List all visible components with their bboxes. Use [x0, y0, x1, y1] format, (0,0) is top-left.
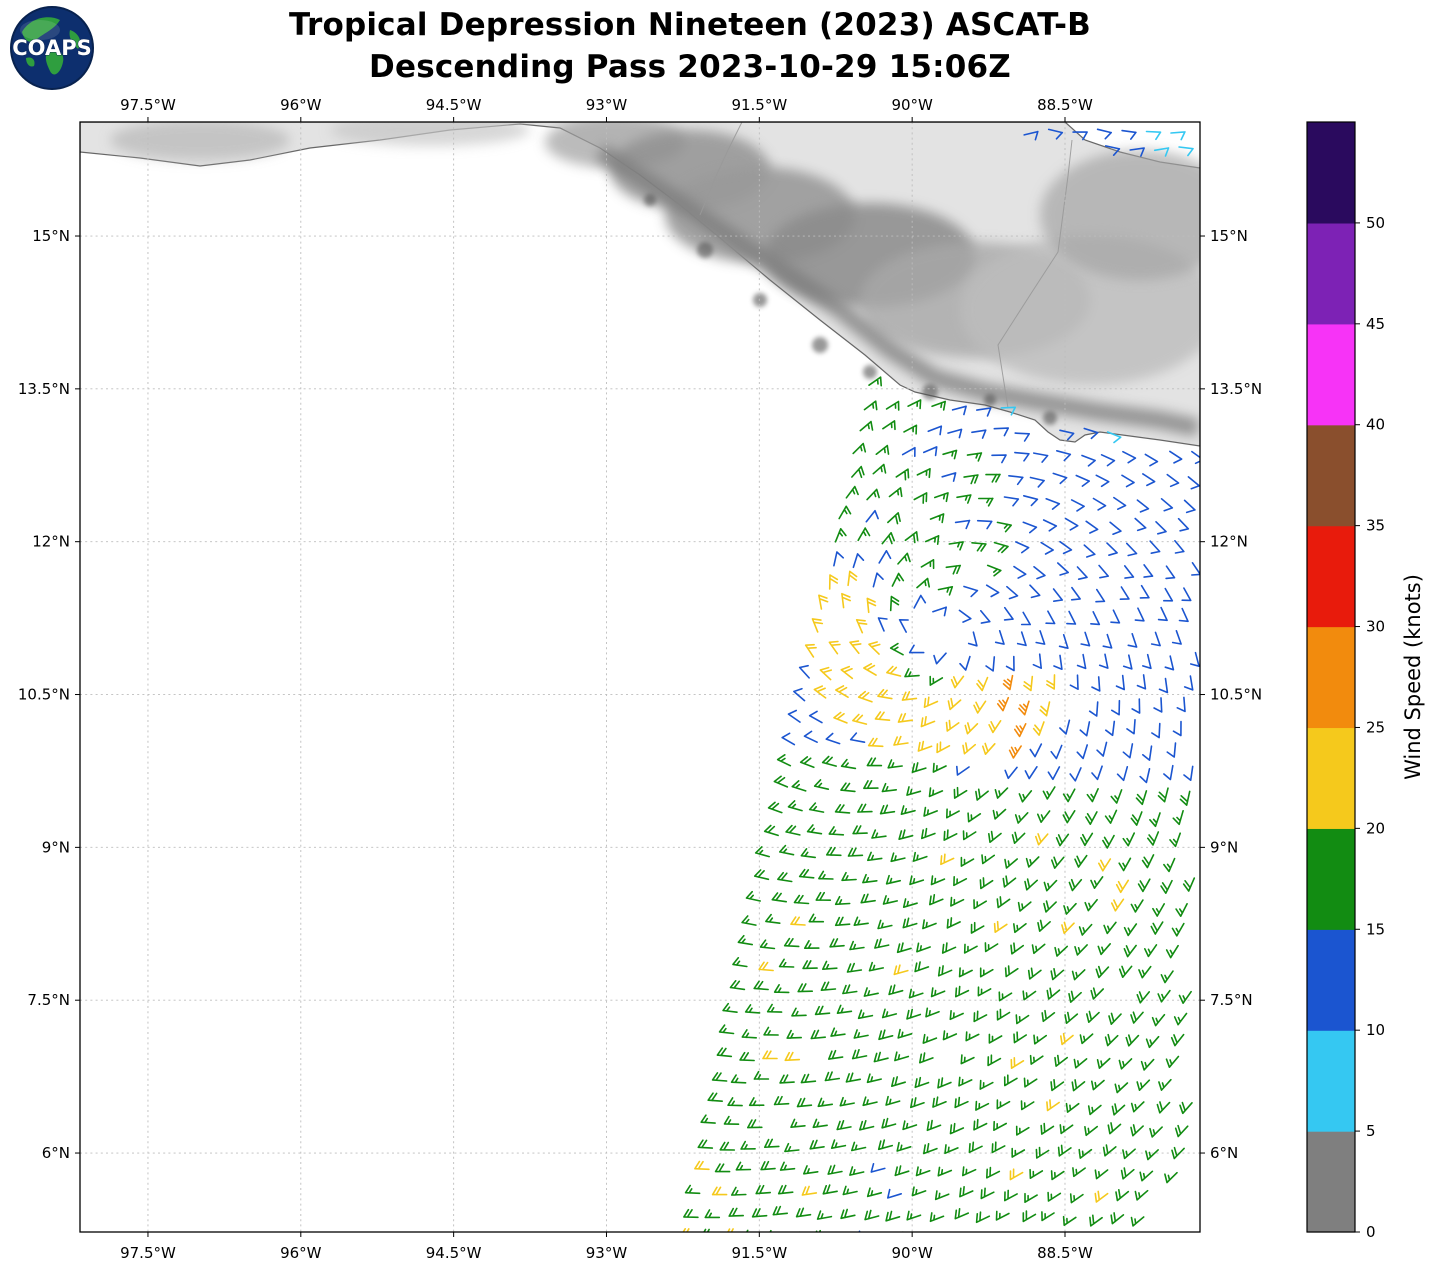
colorbar-segment: [1307, 1030, 1355, 1132]
logo-continents: [22, 17, 81, 75]
wind-barb-set-128c12: [683, 376, 1196, 1232]
colorbar-segment: [1307, 424, 1355, 527]
colorbar-segment: [1307, 323, 1355, 426]
x-tick-label-bottom: 94.5°W: [426, 1244, 482, 1262]
wind-barbs: [682, 128, 1200, 1232]
wind-barb-set-f28b0d: [997, 674, 1030, 759]
land-terrain: [80, 122, 1200, 447]
x-tick-label-bottom: 91.5°W: [731, 1244, 787, 1262]
colorbar-tick-label: 50: [1366, 214, 1385, 232]
x-tick-label-top: 88.5°W: [1037, 96, 1093, 114]
country-borders: [699, 122, 1073, 409]
colorbar-tick-label: 5: [1366, 1122, 1376, 1140]
y-tick-label-left: 12°N: [32, 533, 70, 551]
colorbar-segment: [1307, 929, 1355, 1031]
y-tick-label-right: 10.5°N: [1210, 686, 1262, 704]
colorbar-axis-label: Wind Speed (knots): [1401, 574, 1425, 780]
colorbar-segment: [1307, 828, 1355, 930]
x-tick-label-bottom: 88.5°W: [1037, 1244, 1093, 1262]
x-tick-label-bottom: 97.5°W: [120, 1244, 176, 1262]
colorbar-tick-label: 35: [1366, 517, 1385, 535]
y-tick-label-left: 7.5°N: [27, 991, 70, 1009]
x-tick-label-top: 96°W: [280, 96, 322, 114]
x-tick-label-top: 97.5°W: [120, 96, 176, 114]
colorbar-tick-label: 45: [1366, 315, 1385, 333]
y-tick-label-left: 10.5°N: [18, 686, 70, 704]
colorbar-segment: [1307, 122, 1355, 224]
colorbar-segment: [1307, 222, 1355, 325]
colorbar-tick-label: 40: [1366, 416, 1385, 434]
y-tick-label-left: 9°N: [42, 838, 70, 856]
plot-border: [79, 121, 1201, 1233]
colorbar-tick-label: 25: [1366, 718, 1385, 736]
terrain-shading: [110, 122, 1200, 437]
colorbar-tick-label: 30: [1366, 618, 1385, 636]
colorbar-segment: [1307, 1131, 1355, 1233]
colorbar-segment: [1307, 727, 1355, 829]
logo-highlight: [20, 20, 60, 40]
x-tick-label-top: 94.5°W: [426, 96, 482, 114]
y-tick-label-left: 13.5°N: [18, 380, 70, 398]
x-tick-label-bottom: 93°W: [586, 1244, 628, 1262]
y-tick-label-right: 7.5°N: [1210, 991, 1253, 1009]
mountain-peaks: [644, 194, 1057, 425]
colorbar-segment: [1307, 626, 1355, 729]
colorbar-tick-label: 15: [1366, 920, 1385, 938]
x-tick-label-bottom: 90°W: [891, 1244, 933, 1262]
wind-barb-set-35c8f2: [1000, 130, 1194, 444]
colorbar-tick-label: 0: [1366, 1223, 1376, 1241]
x-tick-label-bottom: 96°W: [280, 1244, 322, 1262]
axis-ticks-and-labels: 97.5°W 97.5°W 96°W 96°W 94.5°W 94.5°W 93°W 93°W…: [18, 96, 1262, 1262]
x-tick-label-top: 93°W: [586, 96, 628, 114]
colorbar-segment: [1307, 525, 1355, 628]
y-tick-label-left: 6°N: [42, 1144, 70, 1162]
colorbar-tick-label: 20: [1366, 819, 1385, 837]
y-tick-label-right: 15°N: [1210, 227, 1248, 245]
y-tick-label-right: 12°N: [1210, 533, 1248, 551]
y-tick-label-right: 13.5°N: [1210, 380, 1262, 398]
colorbar-outline: [1306, 121, 1356, 1233]
colorbar-tick-label: 10: [1366, 1021, 1385, 1039]
y-tick-label-right: 9°N: [1210, 838, 1238, 856]
x-tick-label-top: 90°W: [891, 96, 933, 114]
y-tick-label-right: 6°N: [1210, 1144, 1238, 1162]
colorbar: 0 5 10 15 20 25 30 35 40 45 50 Wind Speed (knots): [1306, 121, 1425, 1241]
wind-barb-set-1b55d0: [781, 128, 1200, 1232]
wind-barb-set-f5c91c: [682, 570, 1129, 1232]
logo-text: COAPS: [12, 36, 91, 60]
coaps-logo: COAPS: [8, 4, 96, 96]
x-tick-label-top: 91.5°W: [731, 96, 787, 114]
y-tick-label-left: 15°N: [32, 227, 70, 245]
